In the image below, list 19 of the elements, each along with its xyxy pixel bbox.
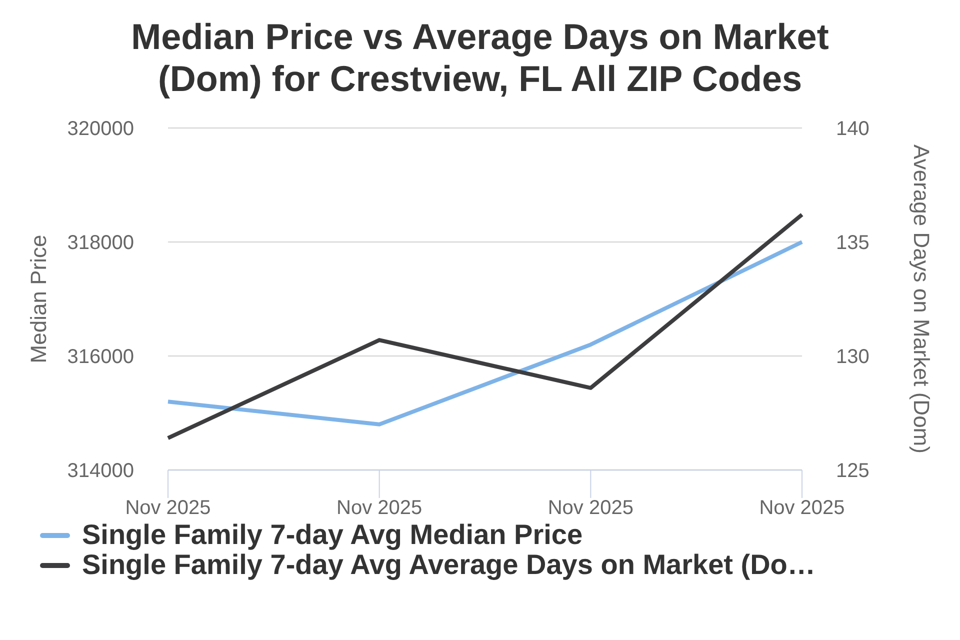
x-tick-label: Nov 2025 [125,497,211,520]
chart-title: Median Price vs Average Days on Market (Dom) for Crestview, FL All ZIP Codes [130,15,830,100]
x-tick-label: Nov 2025 [548,497,634,520]
legend-label: Single Family 7-day Avg Average Days on Market (Do… [82,549,816,580]
y-tick-label: 316000 [67,346,134,368]
line-series [166,240,804,426]
x-tick-label: Nov 2025 [336,497,422,520]
y-tick-label: 314000 [67,460,134,482]
y-tick-label: 320000 [67,118,134,140]
y-tick-label: 318000 [67,232,134,254]
y-axis-title: Median Price [26,234,51,364]
legend-label: Single Family 7-day Avg Median Price [82,519,583,550]
line-series [166,212,804,440]
y2-tick-label: 140 [836,118,870,140]
y2-tick-label: 135 [836,232,870,254]
y2-tick-label: 130 [836,346,870,368]
x-tick-label: Nov 2025 [759,497,845,520]
y2-tick-label: 125 [836,460,870,482]
y2-axis-title: Average Days on Market (Dom) [909,144,934,454]
